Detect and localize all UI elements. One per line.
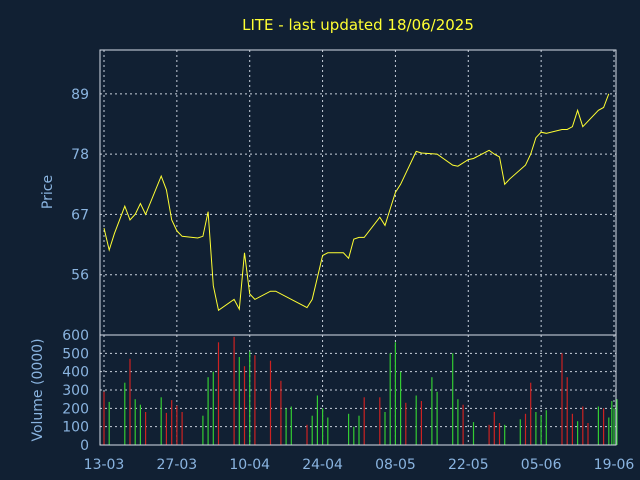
volume-y-tick-label: 300 [62,383,89,399]
x-tick-label: 13-03 [84,457,125,473]
price-y-tick-label: 78 [71,147,89,163]
volume-y-tick-label: 600 [62,328,89,344]
price-gridlines [100,50,616,335]
volume-y-tick-label: 0 [80,438,89,454]
volume-bars [103,336,618,445]
price-y-tick-label: 56 [71,268,89,284]
price-line [103,93,610,312]
price-y-tick-labels: 56 67 78 89 [71,87,89,284]
chart-title: LITE - last updated 18/06/2025 [242,16,474,34]
price-y-tick-label: 67 [71,207,89,223]
x-tick-label: 27-03 [157,457,198,473]
volume-y-tick-label: 400 [62,365,89,381]
volume-y-tick-label: 100 [62,420,89,436]
price-y-tick-label: 89 [71,87,89,103]
volume-y-tick-label: 200 [62,401,89,417]
price-frame [99,49,617,336]
price-panel: 56 67 78 89 Price [40,49,617,336]
x-tick-label: 08-05 [375,457,416,473]
x-tick-label: 24-04 [302,457,343,473]
x-tick-label: 05-06 [521,457,562,473]
volume-axis-label: Volume (0000) [30,338,46,441]
x-tick-label: 22-05 [448,457,489,473]
x-tick-labels: 13-03 27-03 10-04 24-04 08-05 22-05 05-06 19-06 [84,457,635,473]
volume-y-tick-label: 500 [62,346,89,362]
x-tick-label: 10-04 [229,457,270,473]
volume-panel: 0 100 200 300 400 500 600 Volume (0000) [30,328,618,454]
volume-y-tick-labels: 0 100 200 300 400 500 600 [62,328,89,454]
x-tick-label: 19-06 [594,457,635,473]
price-axis-label: Price [40,175,56,209]
volume-frame [99,334,617,446]
